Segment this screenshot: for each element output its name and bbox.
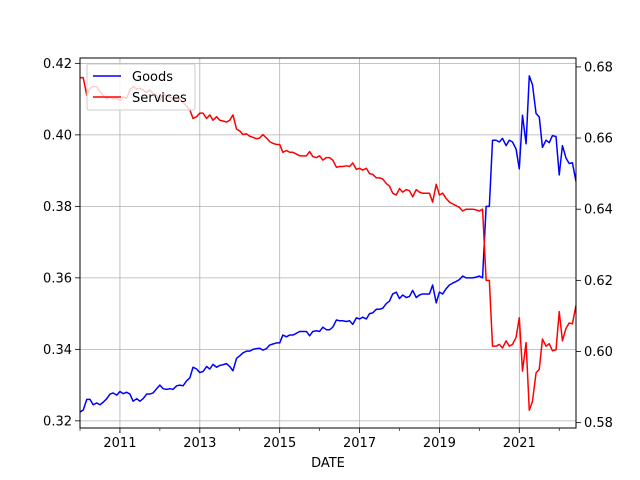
y-tick-label-left: 0.34 [43,343,72,358]
y-tick-label-left: 0.40 [43,128,72,143]
y-tick-label-right: 0.60 [584,345,613,360]
x-tick-label: 2019 [423,436,456,451]
y-tick-label-left: 0.32 [43,414,72,429]
legend-label-services: Services [132,91,187,106]
y-tick-label-left: 0.42 [43,57,72,72]
x-tick-label: 2021 [503,436,536,451]
y-tick-label-right: 0.58 [584,416,613,431]
x-axis-label: DATE [311,456,345,471]
x-axis: 2011 2013 2015 2017 2019 2021 [79,428,560,451]
series-line-goods [80,75,576,413]
y-tick-label-right: 0.68 [584,60,613,75]
y-tick-label-left: 0.36 [43,271,72,286]
legend-label-goods: Goods [132,70,173,85]
y-tick-label-right: 0.62 [584,274,613,289]
x-tick-label: 2015 [263,436,296,451]
y-axis-left: 0.32 0.34 0.36 0.38 0.40 0.42 [43,57,80,429]
y-axis-right: 0.58 0.60 0.62 0.64 0.66 0.68 [576,60,613,431]
y-tick-label-right: 0.64 [584,203,613,218]
grid [80,58,576,428]
x-tick-label: 2013 [183,436,216,451]
y-tick-label-right: 0.66 [584,132,613,147]
legend: Goods Services [86,63,196,111]
x-tick-label: 2017 [343,436,376,451]
x-tick-label: 2011 [103,436,136,451]
plot-frame [79,57,577,429]
y-tick-label-left: 0.38 [43,200,72,215]
